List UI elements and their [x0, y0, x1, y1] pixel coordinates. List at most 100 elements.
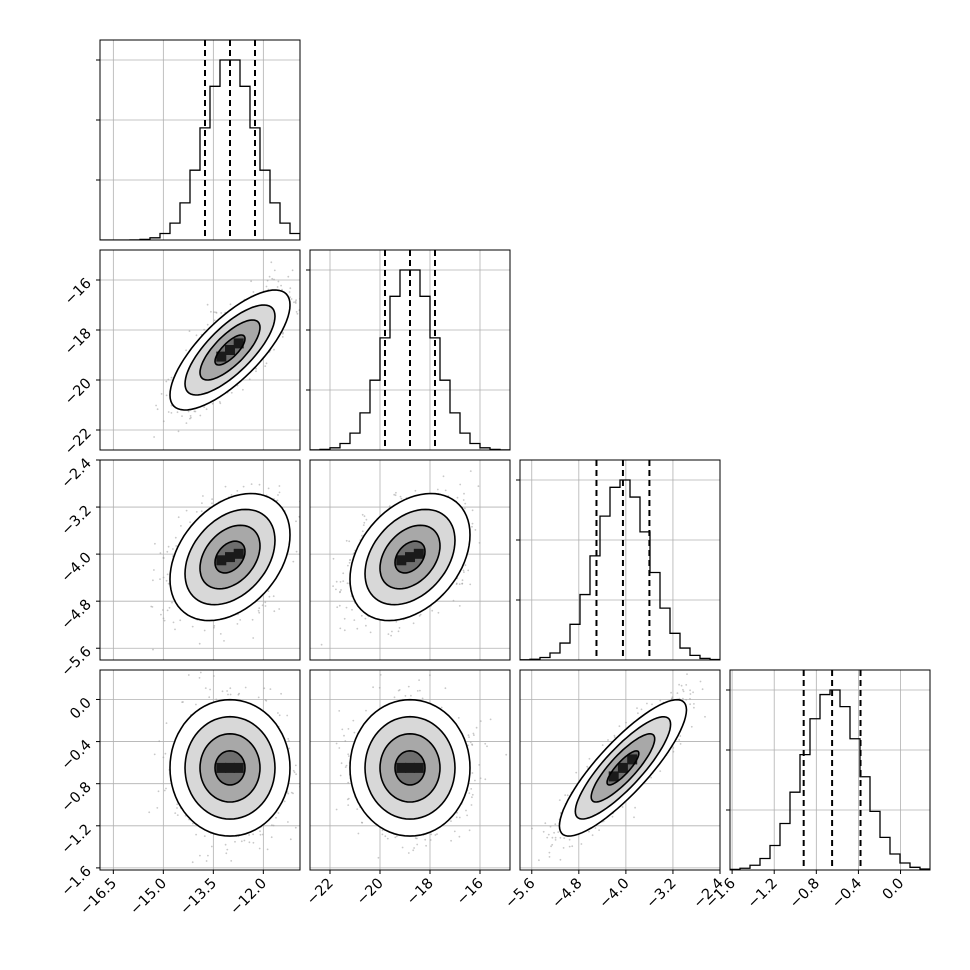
- sample-point: [166, 573, 169, 576]
- sample-point: [394, 494, 397, 497]
- sample-point: [213, 319, 216, 322]
- sample-point: [345, 539, 348, 542]
- sample-point: [272, 595, 275, 598]
- sample-point: [471, 525, 473, 528]
- sample-point: [189, 415, 192, 417]
- sample-point: [199, 854, 201, 857]
- sample-point: [474, 529, 477, 531]
- sample-point: [230, 494, 233, 496]
- sample-point: [278, 491, 281, 494]
- sample-point: [295, 520, 297, 523]
- sample-point: [282, 332, 284, 335]
- sample-point: [236, 623, 239, 625]
- sample-point: [347, 564, 349, 567]
- sample-point: [292, 560, 295, 563]
- sample-point: [388, 505, 391, 508]
- sample-point: [455, 816, 458, 819]
- sample-point: [242, 485, 245, 488]
- sample-point: [230, 860, 233, 862]
- sample-point: [473, 734, 475, 736]
- sample-point: [252, 637, 255, 639]
- contour-level-1: [214, 749, 246, 786]
- y-tick-label: −3.2: [59, 503, 95, 539]
- sample-point: [273, 269, 276, 272]
- density-core-cell: [225, 552, 235, 563]
- panel-frame: [519, 459, 721, 661]
- sample-point: [470, 804, 473, 806]
- sample-point: [315, 774, 317, 776]
- sample-point: [167, 582, 170, 585]
- sample-point: [416, 690, 419, 692]
- sample-point: [229, 693, 232, 696]
- sample-point: [414, 837, 417, 840]
- histogram-step-3: [520, 479, 720, 660]
- sample-point: [207, 854, 209, 857]
- contour-level-2: [379, 524, 441, 590]
- sample-point: [356, 627, 359, 630]
- histogram-step-1: [100, 59, 300, 240]
- sample-point: [369, 631, 372, 634]
- sample-point: [229, 687, 232, 690]
- sample-point: [191, 625, 194, 628]
- density-core-cell: [405, 552, 415, 563]
- sample-point: [185, 509, 188, 512]
- sample-point: [248, 378, 251, 381]
- sample-point: [339, 627, 342, 630]
- sample-point: [226, 848, 229, 851]
- sample-point: [165, 787, 167, 790]
- density-panel-3-1: [100, 460, 307, 660]
- sample-point: [152, 648, 154, 651]
- sample-point: [434, 834, 437, 836]
- sample-point: [240, 840, 243, 843]
- sample-point: [203, 406, 206, 408]
- sample-point: [484, 742, 487, 745]
- sample-point: [221, 690, 224, 693]
- y-tick-label: −5.6: [59, 644, 95, 680]
- sample-point: [257, 609, 260, 612]
- sample-point: [464, 507, 466, 510]
- sample-point: [295, 299, 297, 301]
- sample-point: [342, 580, 345, 582]
- sample-point: [187, 674, 190, 676]
- sample-point: [220, 312, 223, 314]
- sample-point: [471, 509, 474, 512]
- sample-point: [280, 692, 282, 695]
- sample-point: [458, 605, 461, 607]
- sample-point: [176, 807, 178, 809]
- sample-point: [194, 410, 197, 413]
- sample-point: [277, 812, 280, 814]
- sample-point: [273, 348, 275, 351]
- sample-point: [203, 835, 206, 837]
- sample-point: [275, 816, 277, 819]
- sample-point: [237, 693, 240, 696]
- sample-point: [397, 689, 400, 692]
- sample-point: [166, 550, 169, 553]
- sample-point: [203, 328, 206, 331]
- sample-point: [412, 622, 415, 625]
- sample-point: [213, 625, 216, 627]
- sample-point: [419, 613, 422, 616]
- sample-point: [478, 542, 481, 544]
- sample-point: [258, 607, 261, 609]
- sample-point: [288, 740, 290, 742]
- sample-point: [171, 601, 173, 604]
- density-core-cell: [216, 762, 227, 773]
- sample-point: [164, 752, 167, 755]
- sample-point: [463, 571, 465, 573]
- sample-point: [305, 519, 307, 521]
- sample-point: [453, 830, 456, 833]
- sample-point: [179, 619, 182, 622]
- sample-point: [464, 564, 467, 567]
- panel-frame: [99, 459, 301, 661]
- sample-point: [351, 608, 353, 611]
- sample-point: [407, 852, 410, 854]
- sample-point: [431, 609, 434, 612]
- sample-point: [157, 790, 160, 793]
- sample-point: [283, 800, 286, 803]
- sample-point: [429, 674, 431, 677]
- sample-point: [172, 621, 175, 624]
- sample-point: [250, 483, 253, 485]
- sample-point: [170, 412, 173, 414]
- sample-point: [456, 811, 458, 814]
- sample-point: [267, 487, 270, 490]
